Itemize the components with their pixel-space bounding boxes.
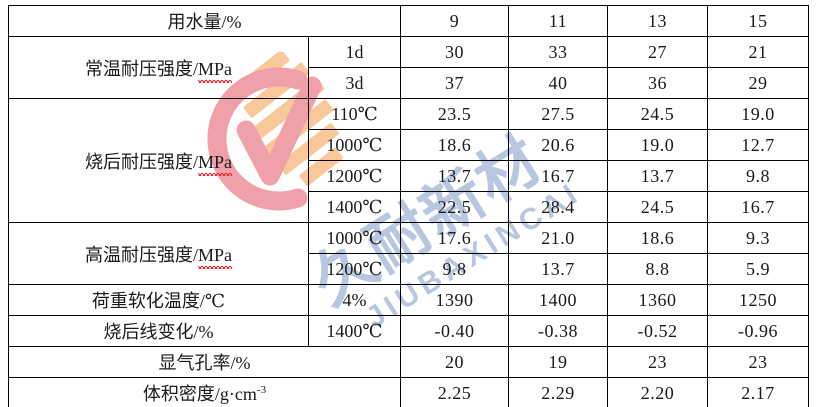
sub-label-0-0: 1d — [308, 36, 401, 68]
cell-1-1-0: 18.6 — [400, 129, 509, 161]
cell-fw1-0: 2.25 — [400, 377, 509, 407]
group-label-2: 高温耐压强度/MPa — [8, 222, 309, 285]
group-label-0-text: 常温耐压强度/ — [84, 58, 198, 79]
fullwidth-label-1-sup: -3 — [256, 384, 267, 396]
cell-1-2-0: 13.7 — [400, 160, 509, 192]
sub-label-3-0: 4% — [308, 284, 401, 316]
header-col-1: 11 — [508, 5, 608, 37]
cell-2-0-0: 17.6 — [400, 222, 509, 254]
cell-1-0-1: 27.5 — [508, 98, 608, 130]
cell-fw0-3: 23 — [707, 346, 809, 378]
cell-0-1-1: 40 — [508, 67, 608, 99]
cell-2-0-2: 18.6 — [607, 222, 708, 254]
sub-label-1-3: 1400℃ — [308, 191, 401, 223]
cell-3-0-1: 1400 — [508, 284, 608, 316]
cell-1-1-1: 20.6 — [508, 129, 608, 161]
table-row: 1200℃ 13.7 16.7 13.7 9.8 — [9, 160, 809, 192]
cell-3-0-2: 1360 — [607, 284, 708, 316]
cell-1-3-2: 24.5 — [607, 191, 708, 223]
group-label-1: 烧后耐压强度/MPa — [8, 98, 309, 223]
sub-label-1-0: 110℃ — [308, 98, 401, 130]
properties-table: 用水量/% 9 11 13 15 常温耐压强度/MPa 1d 30 33 27 … — [8, 5, 809, 407]
table-header-row: 用水量/% 9 11 13 15 — [8, 5, 809, 37]
group-label-0: 常温耐压强度/MPa — [8, 36, 309, 99]
cell-1-2-3: 9.8 — [707, 160, 809, 192]
fullwidth-label-1: 体积密度/g·cm-3 — [8, 377, 401, 407]
cell-2-0-1: 21.0 — [508, 222, 608, 254]
group-label-3: 荷重软化温度/℃ — [8, 284, 309, 316]
cell-4-0-3: -0.96 — [707, 315, 809, 347]
cell-fw1-2: 2.20 — [607, 377, 708, 407]
cell-2-1-2: 8.8 — [607, 253, 708, 285]
cell-0-1-0: 37 — [400, 67, 509, 99]
sub-label-2-1: 1200℃ — [308, 253, 401, 285]
cell-fw1-1: 2.29 — [508, 377, 608, 407]
table-row: 荷重软化温度/℃ 4% 1390 1400 1360 1250 — [8, 284, 809, 316]
cell-3-0-3: 1250 — [707, 284, 809, 316]
cell-0-0-2: 27 — [607, 36, 708, 68]
cell-2-0-3: 9.3 — [707, 222, 809, 254]
sub-label-4-0: 1400℃ — [308, 315, 401, 347]
cell-1-1-3: 12.7 — [707, 129, 809, 161]
cell-4-0-2: -0.52 — [607, 315, 708, 347]
group-label-2-mark: MPa — [198, 244, 233, 269]
cell-1-0-2: 24.5 — [607, 98, 708, 130]
cell-fw0-1: 19 — [508, 346, 608, 378]
table-row: 显气孔率/% 20 19 23 23 — [8, 346, 809, 378]
header-col-3: 15 — [707, 5, 809, 37]
sub-label-2-0: 1000℃ — [308, 222, 401, 254]
group-label-0-mark: MPa — [198, 58, 233, 83]
cell-fw0-2: 23 — [607, 346, 708, 378]
cell-1-2-2: 13.7 — [607, 160, 708, 192]
group-label-1-text: 烧后耐压强度/ — [84, 151, 198, 172]
cell-1-3-0: 22.5 — [400, 191, 509, 223]
cell-1-2-1: 16.7 — [508, 160, 608, 192]
cell-4-0-1: -0.38 — [508, 315, 608, 347]
cell-0-0-3: 21 — [707, 36, 809, 68]
cell-0-0-1: 33 — [508, 36, 608, 68]
table-row: 体积密度/g·cm-3 2.25 2.29 2.20 2.17 — [8, 377, 809, 407]
cell-3-0-0: 1390 — [400, 284, 509, 316]
sub-label-0-1: 3d — [308, 67, 401, 99]
group-label-1-mark: MPa — [198, 151, 233, 176]
table-row: 常温耐压强度/MPa 1d 30 33 27 21 — [8, 36, 809, 99]
fullwidth-label-1-text: 体积密度/g·cm — [142, 384, 257, 404]
cell-2-1-3: 5.9 — [707, 253, 809, 285]
table-row: 烧后线变化/% 1400℃ -0.40 -0.38 -0.52 -0.96 — [8, 315, 809, 347]
table-row: 1400℃ 22.5 28.4 24.5 16.7 — [9, 191, 809, 223]
table-row: 高温耐压强度/MPa 1000℃ 17.6 21.0 18.6 9.3 — [8, 222, 809, 285]
group-label-2-text: 高温耐压强度/ — [84, 244, 198, 265]
header-col-2: 13 — [607, 5, 708, 37]
header-col-0: 9 — [400, 5, 509, 37]
cell-0-1-3: 29 — [707, 67, 809, 99]
cell-0-1-2: 36 — [607, 67, 708, 99]
cell-4-0-0: -0.40 — [400, 315, 509, 347]
table-row: 烧后耐压强度/MPa 110℃ 23.5 27.5 24.5 19.0 — [8, 98, 809, 223]
cell-2-1-1: 13.7 — [508, 253, 608, 285]
header-row-label: 用水量/% — [8, 5, 401, 37]
cell-0-0-0: 30 — [400, 36, 509, 68]
group-label-4: 烧后线变化/% — [8, 315, 309, 347]
sub-label-1-1: 1000℃ — [308, 129, 401, 161]
cell-1-1-2: 19.0 — [607, 129, 708, 161]
fullwidth-label-0: 显气孔率/% — [8, 346, 401, 378]
sub-label-1-2: 1200℃ — [308, 160, 401, 192]
cell-fw0-0: 20 — [400, 346, 509, 378]
cell-2-1-0: 9.8 — [400, 253, 509, 285]
cell-fw1-3: 2.17 — [707, 377, 809, 407]
cell-1-0-3: 19.0 — [707, 98, 809, 130]
cell-1-3-3: 16.7 — [707, 191, 809, 223]
cell-1-3-1: 28.4 — [508, 191, 608, 223]
cell-1-0-0: 23.5 — [400, 98, 509, 130]
